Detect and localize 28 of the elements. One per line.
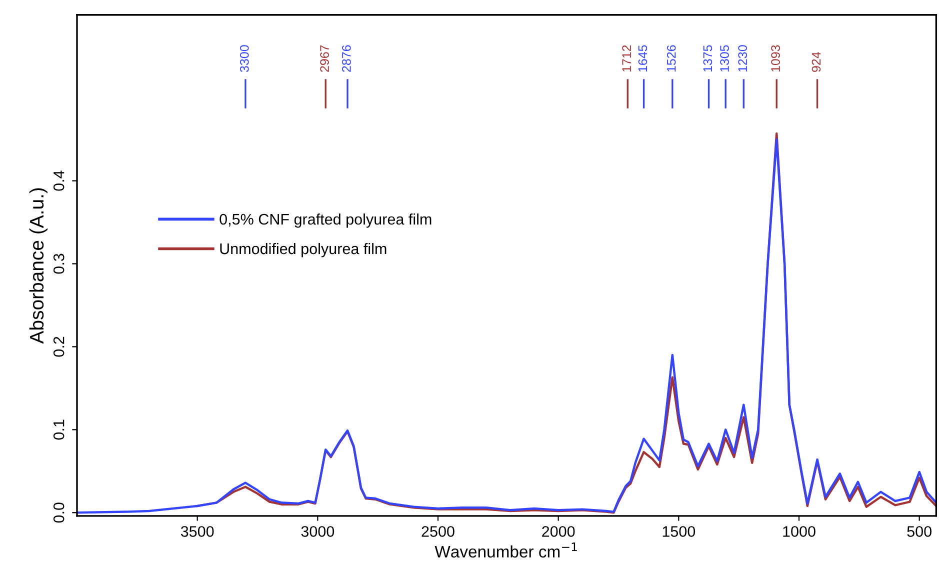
- x-tick-label: 1000: [783, 526, 816, 537]
- y-tick-label: 0.0: [53, 502, 64, 523]
- ref-line-label: 2876: [342, 45, 351, 72]
- ref-line-label: 2967: [320, 45, 329, 72]
- ref-line-label: 1645: [638, 45, 648, 72]
- legend-label: Unmodified polyurea film: [220, 242, 386, 258]
- ref-line-label: 1712: [622, 45, 631, 72]
- ref-line-label: 1305: [720, 45, 729, 72]
- y-tick-label: 0.1: [53, 420, 64, 440]
- ref-line-label: 1093: [771, 45, 780, 72]
- y-tick-label: 0.4: [53, 170, 64, 191]
- x-tick-label: 2000: [542, 526, 575, 537]
- ref-line-label: 1230: [738, 45, 748, 72]
- y-axis-title: Absorbance (A.u.): [29, 188, 48, 344]
- ref-line-label: 1375: [703, 45, 712, 72]
- x-tick-label: 500: [907, 526, 932, 537]
- x-tick-label: 3000: [301, 526, 334, 537]
- x-tick-label: 3500: [180, 526, 214, 537]
- x-tick-label: 2500: [422, 526, 454, 537]
- y-tick-label: 0.2: [53, 336, 64, 357]
- ref-line-label: 1526: [666, 45, 676, 72]
- line-series: [77, 138, 936, 514]
- x-tick-label: 1500: [662, 526, 696, 537]
- legend-label: 0,5% CNF grafted polyurea film: [220, 213, 432, 228]
- y-tick-label: 0.3: [53, 254, 64, 274]
- ref-line-label: 924: [812, 52, 821, 72]
- ref-line-label: 3300: [240, 45, 249, 72]
- x-axis-title: Wavenumber cm$^{−1}$: [434, 542, 577, 558]
